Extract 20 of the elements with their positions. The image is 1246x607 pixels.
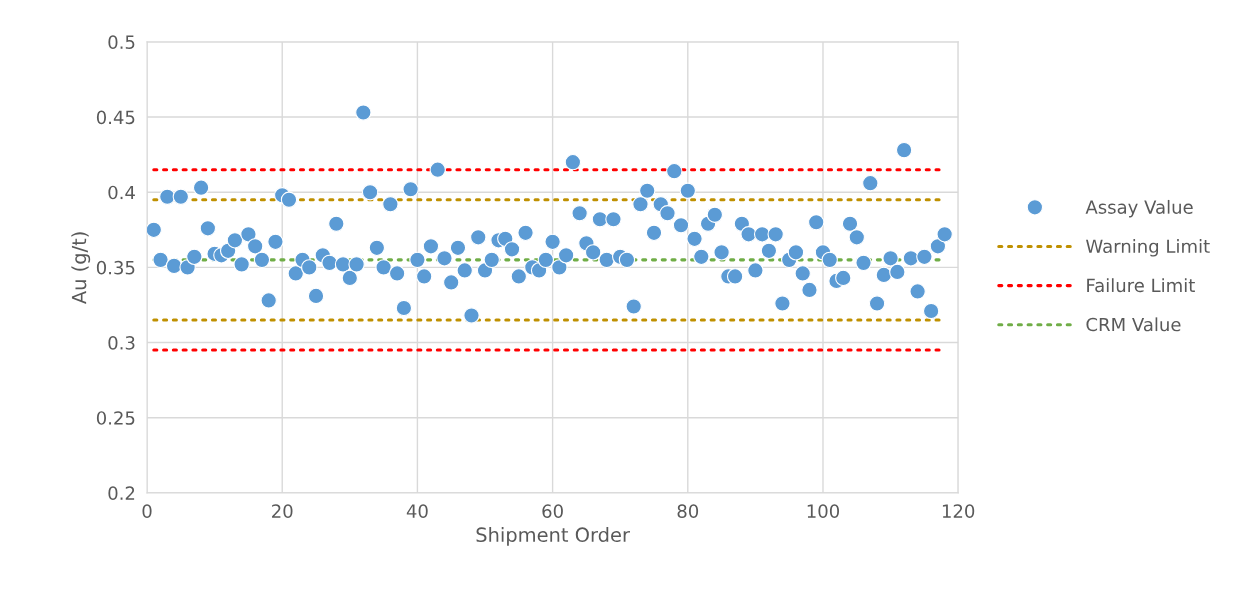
x-tick-label: 120 xyxy=(942,504,975,518)
y-tick-label: 0.25 xyxy=(96,411,135,425)
legend-label: CRM Value xyxy=(1086,317,1181,332)
x-tick-label: 100 xyxy=(807,504,840,518)
x-tick-label: 80 xyxy=(677,504,699,518)
y-tick-label: 0.2 xyxy=(108,486,135,500)
y-tick-label: 0.3 xyxy=(108,336,135,350)
x-tick-label: 40 xyxy=(406,504,428,518)
x-tick-label: 0 xyxy=(142,504,152,518)
y-tick-label: 0.35 xyxy=(96,260,135,275)
y-tick-label: 0.4 xyxy=(108,185,135,200)
y-axis-title: Au (g/t) xyxy=(71,232,91,304)
legend-label: Assay Value xyxy=(1085,199,1193,218)
x-tick-label: 60 xyxy=(542,504,563,518)
legend-label: Warning Limit xyxy=(1086,239,1210,257)
y-tick-label: 0.5 xyxy=(108,35,135,49)
x-tick-label: 20 xyxy=(272,504,293,518)
y-tick-label: 0.45 xyxy=(96,110,135,125)
legend-label: Failure Limit xyxy=(1087,278,1195,293)
x-axis-title: Shipment Order xyxy=(476,527,630,546)
